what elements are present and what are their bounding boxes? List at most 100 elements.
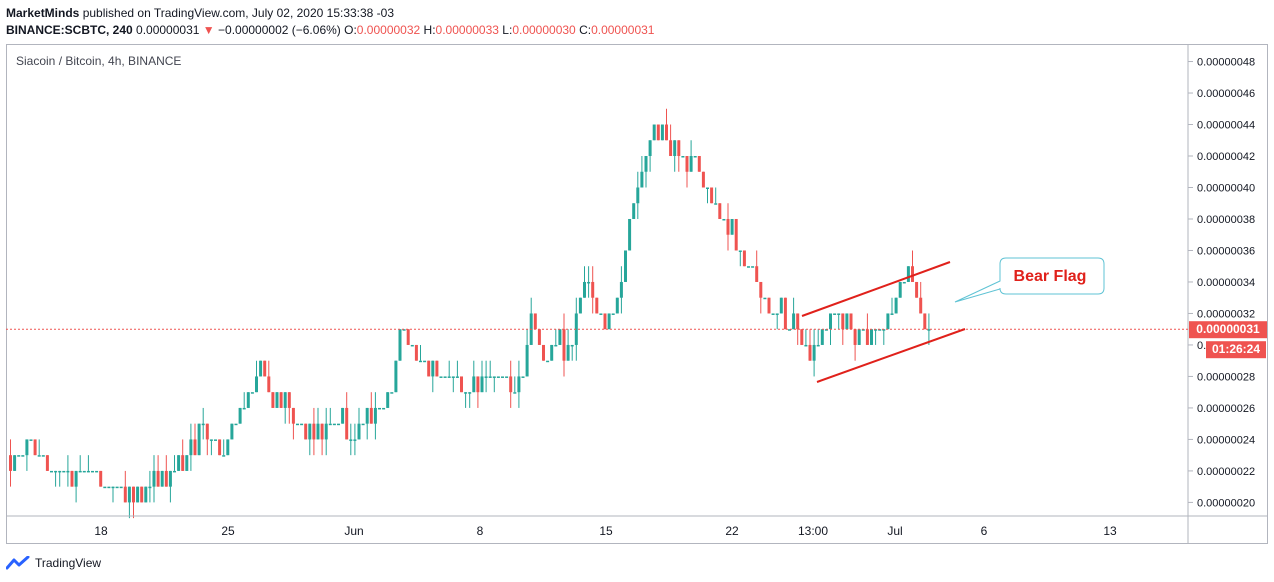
candle-body	[127, 486, 131, 503]
candle-body	[574, 313, 578, 345]
candle-body	[607, 313, 611, 330]
candle-body	[853, 329, 857, 345]
candle-body	[99, 470, 103, 487]
candle-body	[337, 423, 340, 426]
candle-body	[808, 344, 812, 361]
candle-body	[328, 423, 332, 426]
candle-body	[472, 376, 476, 393]
candle-body	[492, 376, 496, 378]
author-name[interactable]: MarketMinds	[6, 6, 80, 20]
candle-body	[554, 344, 558, 347]
candle-body	[747, 266, 750, 268]
candle-body	[160, 470, 164, 487]
candle-body	[324, 423, 328, 440]
x-tick-label: 15	[599, 524, 613, 538]
candle-body	[173, 470, 176, 473]
candle-body	[693, 156, 697, 158]
candle-body	[673, 140, 677, 157]
candle-body	[123, 486, 127, 503]
candle-body	[845, 313, 849, 330]
candle-body	[484, 376, 488, 378]
candle-body	[205, 423, 209, 440]
candle-body	[378, 407, 381, 410]
candle-body	[710, 187, 714, 204]
low-value: 0.00000030	[512, 23, 576, 37]
candle-body	[275, 392, 279, 408]
candle-body	[177, 455, 181, 471]
candle-body	[521, 376, 525, 378]
candle-body	[546, 360, 550, 363]
candle-body	[427, 360, 431, 377]
candle-body	[320, 423, 324, 440]
candle-body	[132, 486, 135, 503]
candle-body	[353, 439, 357, 441]
candle-body	[882, 329, 886, 331]
candle-body	[824, 329, 828, 331]
candle-body	[369, 407, 373, 424]
candle-body	[751, 266, 755, 268]
bear-flag-label[interactable]: Bear Flag	[1014, 268, 1087, 285]
candle-body	[894, 297, 898, 314]
ohlc-header: BINANCE:SCBTC, 240 0.00000031 ▼ −0.00000…	[6, 23, 654, 37]
candle-body	[615, 297, 619, 314]
candle-body	[874, 329, 878, 331]
candle-body	[706, 187, 709, 189]
candle-body	[168, 470, 172, 487]
candle-body	[730, 218, 734, 235]
candle-body	[402, 329, 406, 331]
candle-body	[636, 187, 640, 204]
high-label: H:	[423, 23, 436, 37]
candle-body	[800, 329, 804, 345]
y-tick-label: 0.00000032	[1197, 308, 1255, 320]
candle-body	[439, 376, 443, 378]
candle-body	[238, 407, 242, 424]
candle-body	[923, 313, 927, 330]
candle-body	[525, 344, 529, 377]
candle-body	[595, 297, 599, 314]
candle-body	[587, 281, 591, 284]
candle-body	[164, 470, 168, 487]
y-tick-label: 0.00000044	[1197, 120, 1255, 132]
flag-lower-trendline	[816, 328, 966, 383]
candle-body	[386, 392, 390, 408]
candle-body	[70, 470, 74, 487]
candle-body	[685, 156, 689, 172]
candle-body	[271, 392, 275, 408]
candle-body	[632, 203, 636, 219]
candle-body	[267, 376, 271, 393]
candle-body	[357, 423, 361, 440]
chart-header-line-1: MarketMinds published on TradingView.com…	[6, 6, 394, 20]
candle-body	[624, 250, 627, 282]
candle-body	[140, 486, 144, 503]
x-tick-label: Jun	[344, 524, 363, 538]
candle-body	[505, 376, 509, 378]
candle-body	[345, 407, 349, 440]
candle-body	[849, 313, 853, 330]
candle-body	[246, 392, 250, 408]
y-tick-label: 0.00000036	[1197, 245, 1255, 257]
candle-body	[259, 360, 263, 377]
candle-body	[915, 281, 919, 298]
candle-body	[591, 281, 595, 298]
candle-body	[234, 423, 238, 426]
brand-name: TradingView	[35, 556, 102, 570]
candle-body	[603, 313, 607, 330]
candle-body	[496, 376, 500, 378]
footer-brand[interactable]: TradingView	[6, 556, 101, 570]
candle-body	[156, 470, 160, 487]
y-tick-label: 0.00000048	[1197, 57, 1255, 69]
candle-body	[349, 439, 353, 441]
candle-body	[37, 455, 41, 457]
open-label: O:	[344, 23, 357, 37]
candle-body	[771, 313, 775, 315]
candle-body	[628, 218, 632, 251]
symbol-interval: BINANCE:SCBTC, 240	[6, 23, 133, 37]
candle-body	[788, 329, 791, 331]
candle-body	[718, 203, 722, 219]
candle-body	[25, 439, 29, 456]
candle-body	[599, 313, 603, 315]
candle-body	[619, 281, 623, 298]
candle-body	[837, 313, 841, 315]
candle-body	[58, 470, 62, 473]
